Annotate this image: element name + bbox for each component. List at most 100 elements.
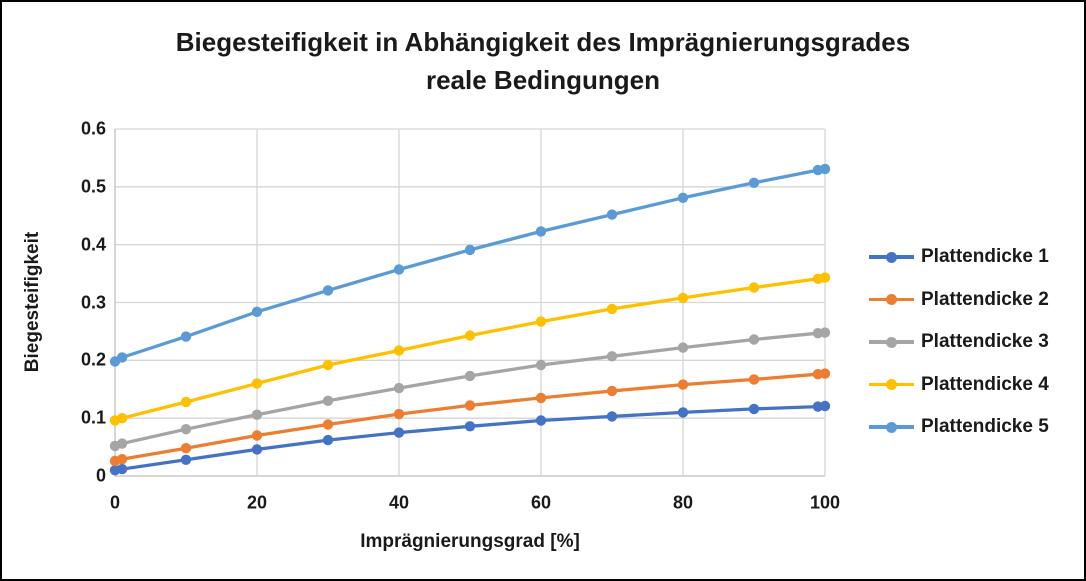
data-point-marker	[606, 351, 618, 362]
series-plattendicke-2	[109, 368, 831, 467]
series-plattendicke-4	[109, 272, 831, 426]
data-point-marker	[180, 331, 192, 342]
data-point-marker	[251, 444, 263, 455]
y-tick-label: 0.4	[80, 234, 106, 255]
legend-marker-dot	[886, 251, 897, 263]
legend-line-marker-icon	[869, 421, 914, 433]
data-point-marker	[180, 396, 192, 408]
series-line	[113, 404, 827, 472]
data-point-marker	[116, 352, 128, 363]
data-point-marker	[535, 316, 547, 327]
data-point-marker	[393, 264, 405, 275]
data-point-marker	[180, 443, 192, 454]
data-point-marker	[251, 306, 263, 317]
legend-item-plattendicke-4: Plattendicke 4	[869, 374, 1049, 396]
legend-item-label: Plattendicke 1	[921, 246, 1049, 267]
data-point-marker	[748, 282, 760, 293]
data-point-marker	[677, 407, 689, 418]
x-axis-title: Imprägnierungsgrad [%]	[360, 531, 580, 552]
data-point-marker	[180, 454, 192, 465]
legend-item-label: Plattendicke 2	[921, 288, 1049, 310]
data-point-marker	[251, 430, 263, 441]
x-tick-label: 80	[672, 492, 694, 513]
data-point-marker	[322, 359, 334, 371]
data-point-marker	[819, 163, 831, 175]
data-point-marker	[116, 454, 128, 465]
data-point-marker	[819, 400, 831, 412]
data-point-marker	[322, 285, 334, 296]
data-point-marker	[180, 424, 192, 435]
y-tick-label: 0.6	[80, 118, 106, 139]
series-line	[113, 275, 827, 423]
x-tick-label: 60	[530, 492, 552, 513]
data-point-marker	[677, 192, 689, 203]
data-point-marker	[464, 370, 476, 382]
y-tick-label: 0.2	[80, 349, 106, 370]
data-point-marker	[606, 411, 618, 422]
chart-title: Biegesteifigkeit in Abhängigkeit des Imp…	[2, 23, 1084, 99]
data-point-marker	[535, 392, 547, 404]
legend-line-marker-icon	[869, 251, 914, 263]
data-point-marker	[677, 342, 689, 353]
legend-marker-dot	[886, 379, 897, 390]
data-point-marker	[748, 403, 760, 415]
data-point-marker	[819, 272, 831, 283]
series-plattendicke-1	[109, 400, 831, 476]
legend-line-marker-icon	[869, 294, 914, 306]
data-point-marker	[251, 409, 263, 420]
legend-item-plattendicke-1: Plattendicke 1	[869, 246, 1049, 268]
data-point-marker	[251, 378, 263, 389]
data-point-marker	[393, 408, 405, 420]
data-point-marker	[748, 177, 760, 188]
data-point-marker	[606, 385, 618, 397]
data-point-marker	[677, 379, 689, 390]
data-point-marker	[535, 226, 547, 237]
legend-item-plattendicke-3: Plattendicke 3	[869, 331, 1049, 353]
data-point-marker	[322, 419, 334, 430]
data-point-marker	[535, 415, 547, 426]
data-point-marker	[322, 395, 334, 406]
legend-line-marker-icon	[869, 336, 914, 348]
series-plattendicke-5	[109, 163, 831, 367]
y-tick-label: 0	[95, 465, 106, 486]
data-point-marker	[606, 303, 618, 315]
x-tick-label: 20	[246, 492, 268, 513]
data-point-marker	[748, 334, 760, 345]
data-point-marker	[464, 421, 476, 432]
legend-item-label: Plattendicke 4	[921, 373, 1049, 395]
data-point-marker	[535, 359, 547, 371]
data-point-marker	[606, 209, 618, 220]
legend-item-plattendicke-5: Plattendicke 5	[869, 416, 1049, 438]
data-point-marker	[748, 374, 760, 385]
x-tick-label: 100	[809, 492, 841, 513]
series-plattendicke-3	[109, 327, 831, 452]
x-tick-label: 40	[388, 492, 410, 513]
legend-marker-dot	[886, 336, 897, 348]
y-tick-label: 0.1	[80, 407, 106, 428]
data-point-marker	[464, 400, 476, 411]
legend-marker-dot	[886, 421, 897, 433]
data-point-marker	[819, 327, 831, 338]
legend-marker-dot	[886, 294, 897, 305]
data-point-marker	[464, 244, 476, 256]
legend-item-label: Plattendicke 3	[921, 331, 1049, 352]
legend-item-label: Plattendicke 5	[921, 416, 1049, 437]
data-point-marker	[116, 413, 128, 424]
legend-line-marker-icon	[869, 379, 914, 391]
data-point-marker	[116, 463, 128, 475]
data-point-marker	[819, 368, 831, 379]
data-point-marker	[393, 345, 405, 356]
chart-title-line2: reale Bedingungen	[425, 65, 661, 95]
data-point-marker	[393, 382, 405, 394]
data-point-marker	[393, 427, 405, 438]
series-line	[113, 371, 827, 463]
legend-item-plattendicke-2: Plattendicke 2	[869, 289, 1049, 311]
data-point-marker	[464, 330, 476, 341]
data-point-marker	[116, 438, 128, 449]
x-tick-label: 0	[109, 492, 121, 513]
chart-title-line1: Biegesteifigkeit in Abhängigkeit des Imp…	[175, 27, 911, 57]
data-point-marker	[322, 434, 334, 446]
data-point-marker	[677, 292, 689, 304]
